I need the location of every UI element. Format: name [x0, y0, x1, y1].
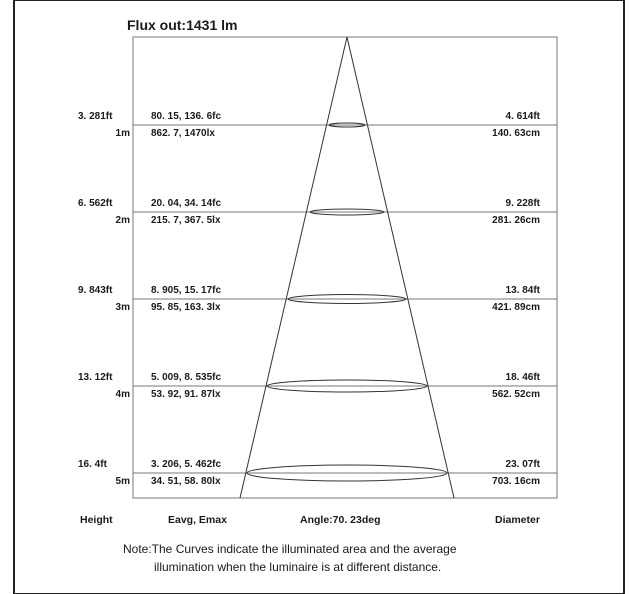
illuminance-lx-label: 95. 85, 163. 3lx [151, 302, 221, 313]
height-ft-label: 9. 843ft [78, 285, 113, 296]
height-ft-label: 13. 12ft [78, 372, 113, 383]
diameter-cm-label: 562. 52cm [492, 389, 540, 400]
cone-right-edge [346, 36, 455, 499]
diameter-ft-label: 23. 07ft [505, 459, 540, 470]
footer-height: Height [80, 514, 113, 526]
diameter-ft-label: 18. 46ft [505, 372, 540, 383]
note-line-2: illumination when the luminaire is at di… [154, 560, 442, 574]
illuminance-lx-label: 34. 51, 58. 80lx [151, 476, 221, 487]
footer-angle: Angle:70. 23deg [300, 514, 381, 526]
footer-eavg: Eavg, Emax [168, 514, 227, 526]
cone-left-edge [239, 36, 348, 499]
illumination-ellipse [246, 464, 448, 482]
illumination-ellipse [328, 122, 366, 128]
illuminance-lx-label: 215. 7, 367. 5lx [151, 215, 221, 226]
illuminance-fc-label: 80. 15, 136. 6fc [151, 111, 222, 122]
height-ft-label: 16. 4ft [78, 459, 107, 470]
illumination-ellipse [266, 379, 428, 393]
height-m-label: 4m [115, 389, 130, 400]
diameter-cm-label: 281. 26cm [492, 215, 540, 226]
height-ft-label: 3. 281ft [78, 111, 113, 122]
diameter-ft-label: 9. 228ft [505, 198, 540, 209]
illuminance-lx-label: 53. 92, 91. 87lx [151, 389, 221, 400]
illumination-ellipse [287, 294, 407, 304]
plot-frame [132, 36, 558, 499]
illuminance-fc-label: 8. 905, 15. 17fc [151, 285, 222, 296]
outer-frame [13, 0, 625, 594]
diameter-cm-label: 140. 63cm [492, 128, 540, 139]
flux-title: Flux out:1431 lm [127, 17, 238, 33]
height-ft-label: 6. 562ft [78, 198, 113, 209]
illuminance-lx-label: 862. 7, 1470lx [151, 128, 215, 139]
diameter-ft-label: 13. 84ft [505, 285, 540, 296]
height-m-label: 2m [115, 215, 130, 226]
footer-diameter: Diameter [495, 514, 540, 526]
height-m-label: 5m [115, 476, 130, 487]
illuminance-fc-label: 3. 206, 5. 462fc [151, 459, 222, 470]
height-m-label: 1m [115, 128, 130, 139]
note-line-1: Note:The Curves indicate the illuminated… [123, 542, 457, 556]
illuminance-fc-label: 5. 009, 8. 535fc [151, 372, 222, 383]
illumination-ellipse [309, 208, 385, 216]
diameter-ft-label: 4. 614ft [505, 111, 540, 122]
diameter-cm-label: 703. 16cm [492, 476, 540, 487]
diameter-cm-label: 421. 89cm [492, 302, 540, 313]
illuminance-fc-label: 20. 04, 34. 14fc [151, 198, 222, 209]
height-m-label: 3m [115, 302, 130, 313]
